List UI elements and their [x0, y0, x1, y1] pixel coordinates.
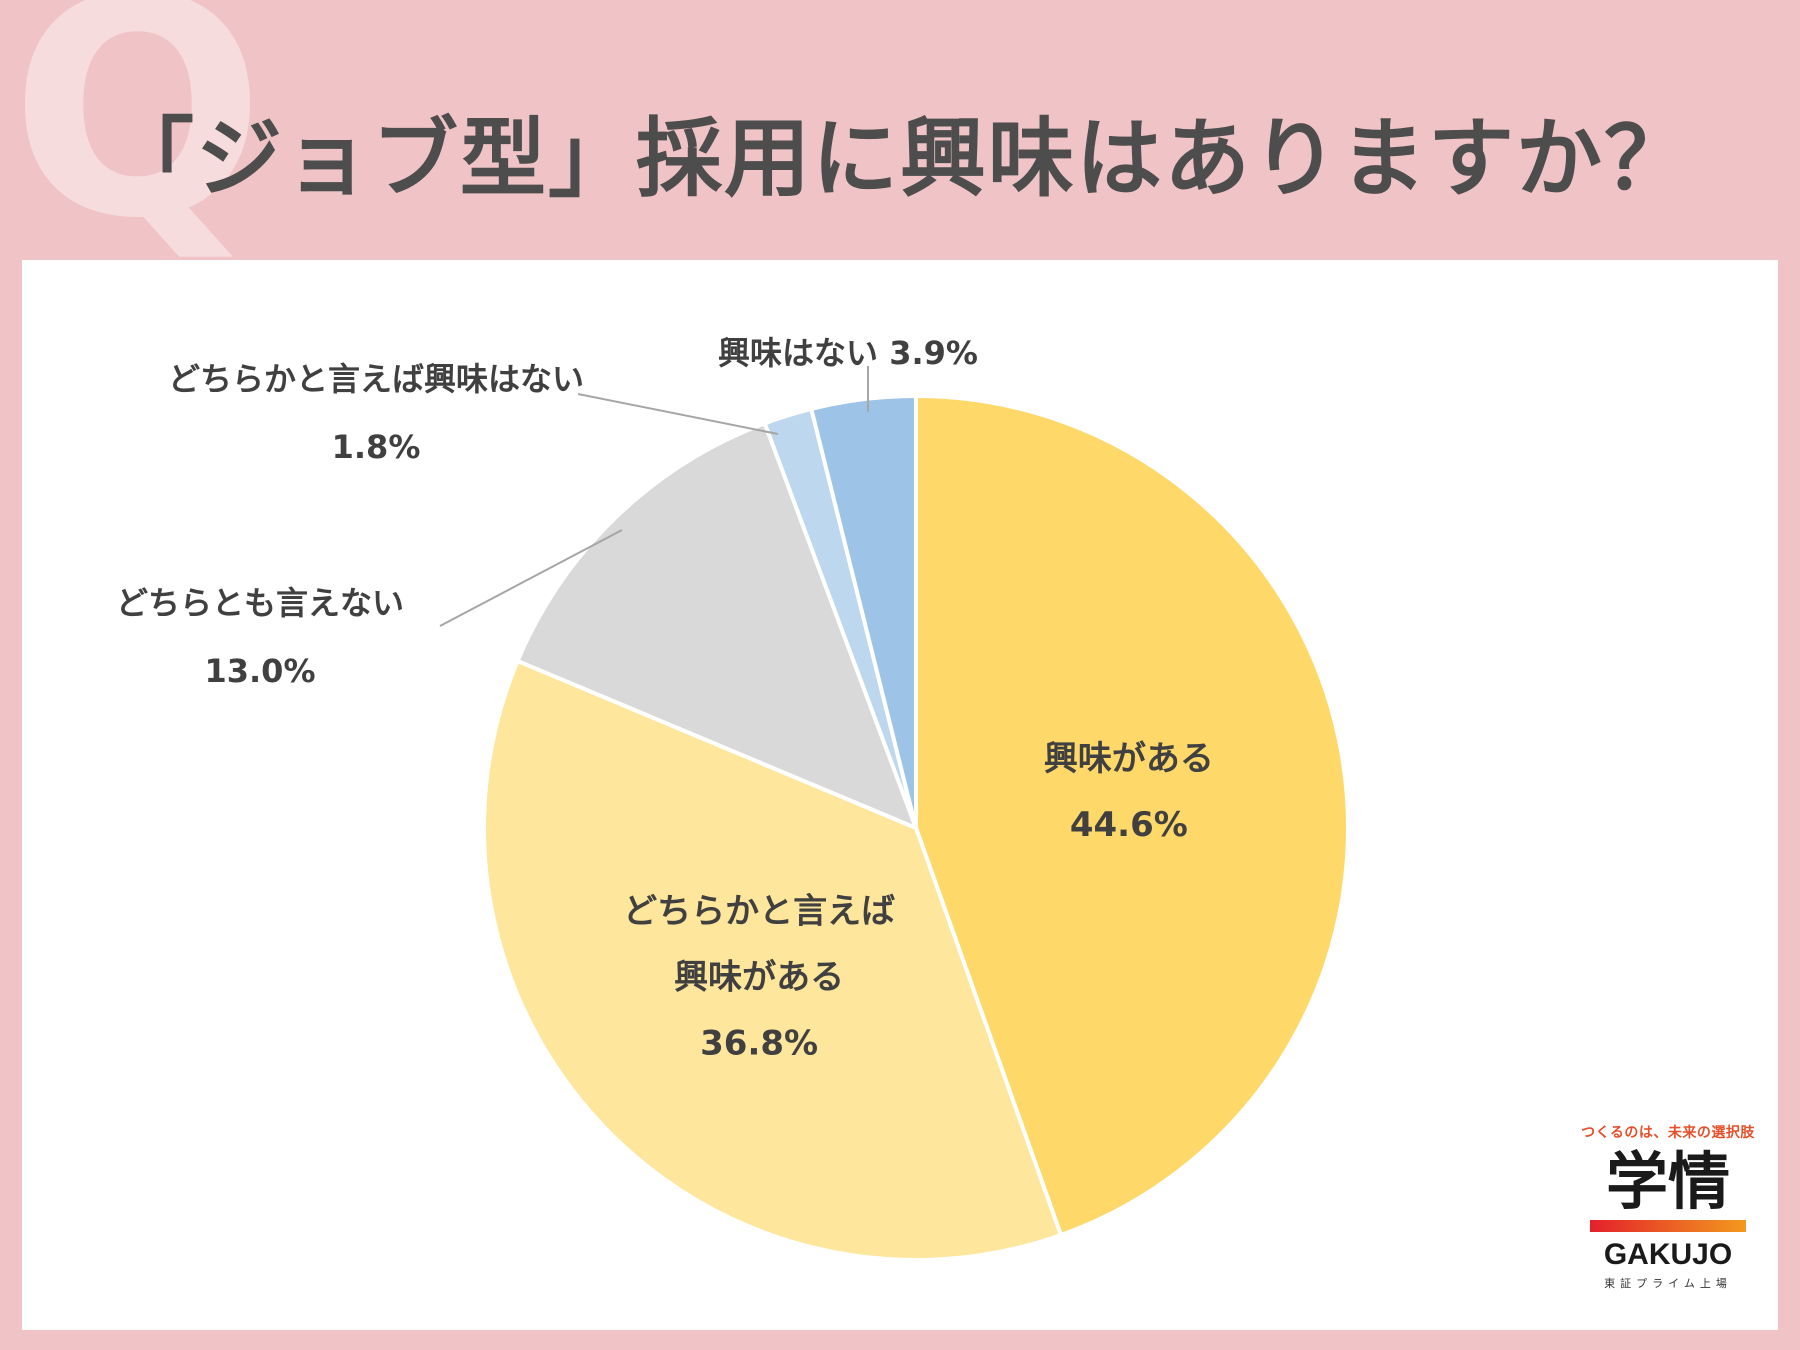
leader-line-2 — [439, 529, 623, 627]
slice-label-1-0: どちらかと言えば — [623, 891, 895, 931]
leader-line-3 — [577, 393, 779, 435]
slice-label-2-0: どちらとも言えない — [116, 584, 404, 622]
logo-name-jp: 学情 — [1605, 1145, 1730, 1218]
logo-tagline: つくるのは、未来の選択肢 — [1581, 1125, 1755, 1141]
slice-label-1-2: 36.8% — [700, 1023, 818, 1063]
pie-chart: 興味がある44.6%どちらかと言えば興味がある36.8%どちらとも言えない13.… — [116, 334, 1350, 1262]
slice-label-4-0: 興味はない 3.9% — [718, 334, 978, 372]
q-watermark: Q — [10, 0, 266, 284]
slice-label-3-0: どちらかと言えば興味はない — [168, 360, 584, 398]
slice-label-3-1: 1.8% — [332, 428, 421, 466]
pie-slice-4 — [808, 393, 918, 829]
slice-label-0-1: 44.6% — [1070, 805, 1188, 845]
chart-panel: 興味がある 44.6% どちらかと言えば 興味がある 36.8% どちらとも言えない 13.… — [22, 260, 1778, 1330]
pie-slice-2 — [514, 420, 920, 832]
logo-subtitle: 東証プライム上場 — [1604, 1277, 1732, 1291]
pie-slice-0 — [914, 393, 1350, 1238]
slice-label-2-1: 13.0% — [204, 652, 315, 690]
slice-label-1-1: 興味がある — [674, 957, 844, 997]
page-title: 「ジョブ型」採用に興味はありますか？ — [108, 109, 1692, 209]
pie-slice-1 — [482, 658, 1064, 1262]
slice-label-0-0: 興味がある — [1044, 739, 1214, 779]
gakujo-logo: つくるのは、未来の選択肢 学情 GAKUJO 東証プライム上場 — [1568, 1122, 1768, 1291]
logo-name-en: GAKUJO — [1603, 1238, 1733, 1272]
logo-gradient-bar — [1590, 1220, 1746, 1233]
